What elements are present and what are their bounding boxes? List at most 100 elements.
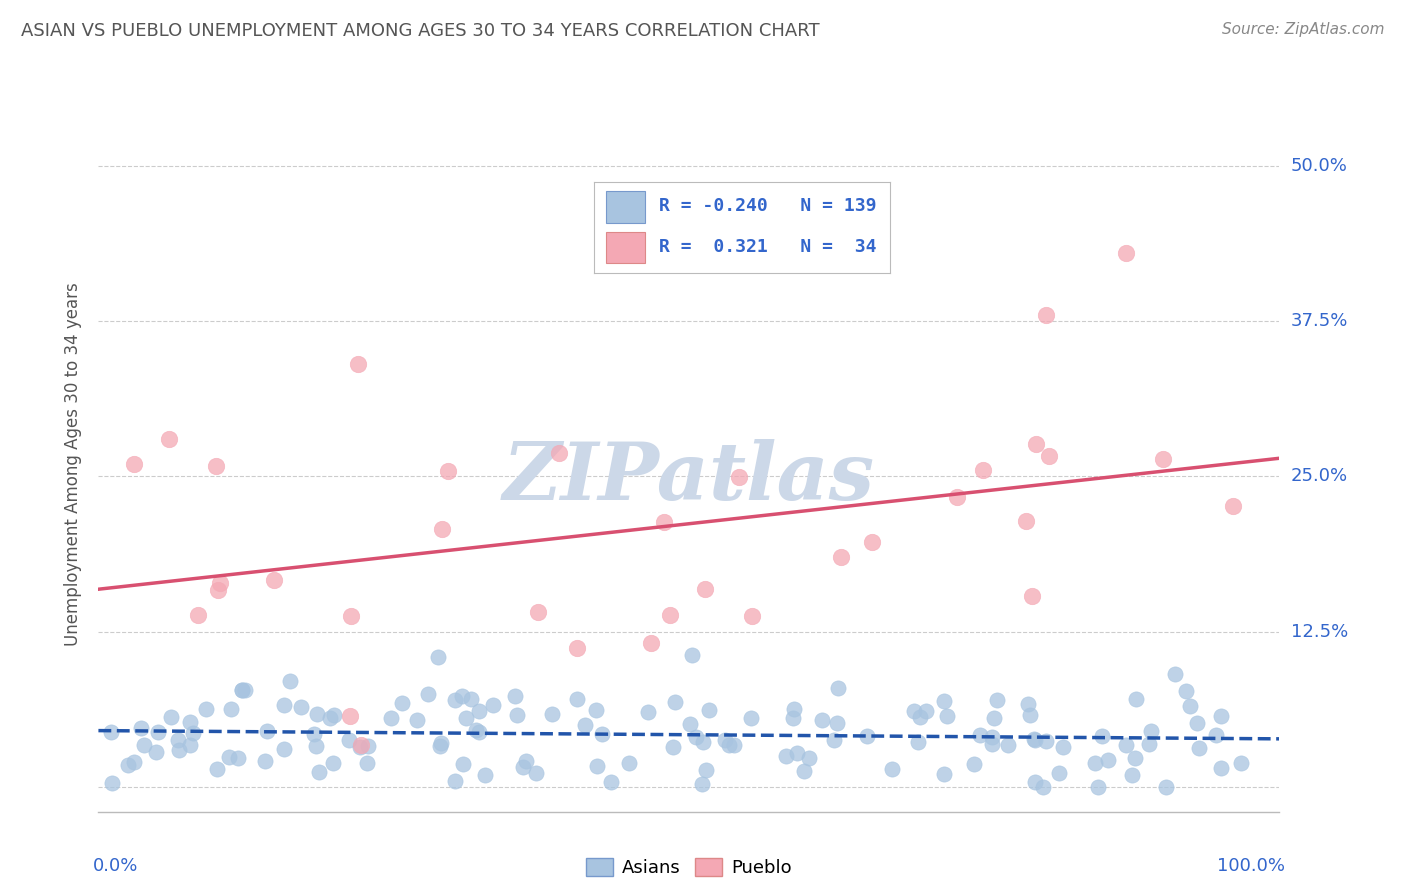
Point <box>1153 451 1175 466</box>
Point <box>823 732 845 747</box>
Point <box>825 716 848 731</box>
Point <box>786 746 808 760</box>
Point <box>100 724 122 739</box>
Point <box>659 608 682 623</box>
Point <box>506 707 529 722</box>
Point <box>337 732 360 747</box>
Point <box>391 696 413 710</box>
Text: 100.0%: 100.0% <box>1218 857 1285 875</box>
Point <box>231 682 253 697</box>
Point <box>205 458 228 473</box>
Point <box>903 704 925 718</box>
Point <box>304 739 326 753</box>
Point <box>263 573 285 587</box>
Point <box>319 711 342 725</box>
Point <box>503 690 526 704</box>
Legend: Asians, Pueblo: Asians, Pueblo <box>581 853 797 883</box>
Point <box>1038 449 1060 463</box>
Point <box>783 702 806 716</box>
Point <box>253 754 276 768</box>
Point <box>482 698 505 712</box>
Point <box>619 756 641 771</box>
Point <box>322 756 344 770</box>
Point <box>145 745 167 759</box>
Text: 12.5%: 12.5% <box>1291 623 1348 640</box>
Point <box>430 522 453 536</box>
Point <box>1024 774 1046 789</box>
Text: Source: ZipAtlas.com: Source: ZipAtlas.com <box>1222 22 1385 37</box>
Point <box>574 718 596 732</box>
Point <box>741 608 763 623</box>
Point <box>380 711 402 725</box>
Point <box>515 754 537 768</box>
Y-axis label: Unemployment Among Ages 30 to 34 years: Unemployment Among Ages 30 to 34 years <box>65 282 83 646</box>
Point <box>547 446 569 460</box>
Point <box>934 694 956 708</box>
Point <box>723 738 745 752</box>
Point <box>1018 708 1040 723</box>
Point <box>451 756 474 771</box>
Point <box>160 710 183 724</box>
Point <box>122 756 145 770</box>
Point <box>997 738 1019 752</box>
Point <box>226 751 249 765</box>
Point <box>1091 729 1114 743</box>
Point <box>179 714 201 729</box>
Point <box>685 731 707 745</box>
Point <box>1087 780 1109 794</box>
Point <box>1178 698 1201 713</box>
Point <box>527 605 550 619</box>
Point <box>117 757 139 772</box>
Point <box>600 774 623 789</box>
Point <box>718 738 741 752</box>
Point <box>652 516 675 530</box>
Bar <box>606 191 644 223</box>
Point <box>405 713 427 727</box>
Point <box>339 709 361 723</box>
Point <box>908 710 931 724</box>
Point <box>983 711 1005 725</box>
Point <box>273 742 295 756</box>
Point <box>427 650 450 665</box>
Point <box>429 736 451 750</box>
Point <box>474 768 496 782</box>
Text: ASIAN VS PUEBLO UNEMPLOYMENT AMONG AGES 30 TO 34 YEARS CORRELATION CHART: ASIAN VS PUEBLO UNEMPLOYMENT AMONG AGES … <box>21 22 820 40</box>
Point <box>1022 731 1045 746</box>
Point <box>1084 756 1107 771</box>
Point <box>793 764 815 778</box>
Text: 50.0%: 50.0% <box>1291 157 1347 175</box>
Point <box>862 534 884 549</box>
Text: ZIPatlas: ZIPatlas <box>503 439 875 516</box>
Point <box>1021 589 1043 603</box>
Point <box>1115 245 1137 260</box>
Point <box>1137 737 1160 751</box>
Point <box>1097 753 1119 767</box>
Point <box>323 708 346 723</box>
Point <box>1052 740 1074 755</box>
Point <box>436 464 458 478</box>
Point <box>205 762 228 776</box>
Text: R =  0.321   N =  34: R = 0.321 N = 34 <box>659 238 877 256</box>
Point <box>1175 684 1198 698</box>
Point <box>460 692 482 706</box>
Point <box>585 758 607 772</box>
Point <box>827 681 849 695</box>
Point <box>1047 765 1070 780</box>
Point <box>231 683 253 698</box>
Point <box>273 698 295 713</box>
Point <box>356 756 378 770</box>
Point <box>1115 738 1137 752</box>
Point <box>443 774 465 789</box>
Point <box>1035 733 1057 747</box>
Point <box>451 690 474 704</box>
Point <box>664 696 686 710</box>
Point <box>429 739 451 754</box>
Point <box>416 687 439 701</box>
Text: 37.5%: 37.5% <box>1291 312 1348 330</box>
Point <box>302 727 325 741</box>
Point <box>565 640 588 655</box>
Point <box>1154 780 1177 794</box>
Point <box>340 609 363 624</box>
Text: 0.0%: 0.0% <box>93 857 138 875</box>
Point <box>585 703 607 717</box>
